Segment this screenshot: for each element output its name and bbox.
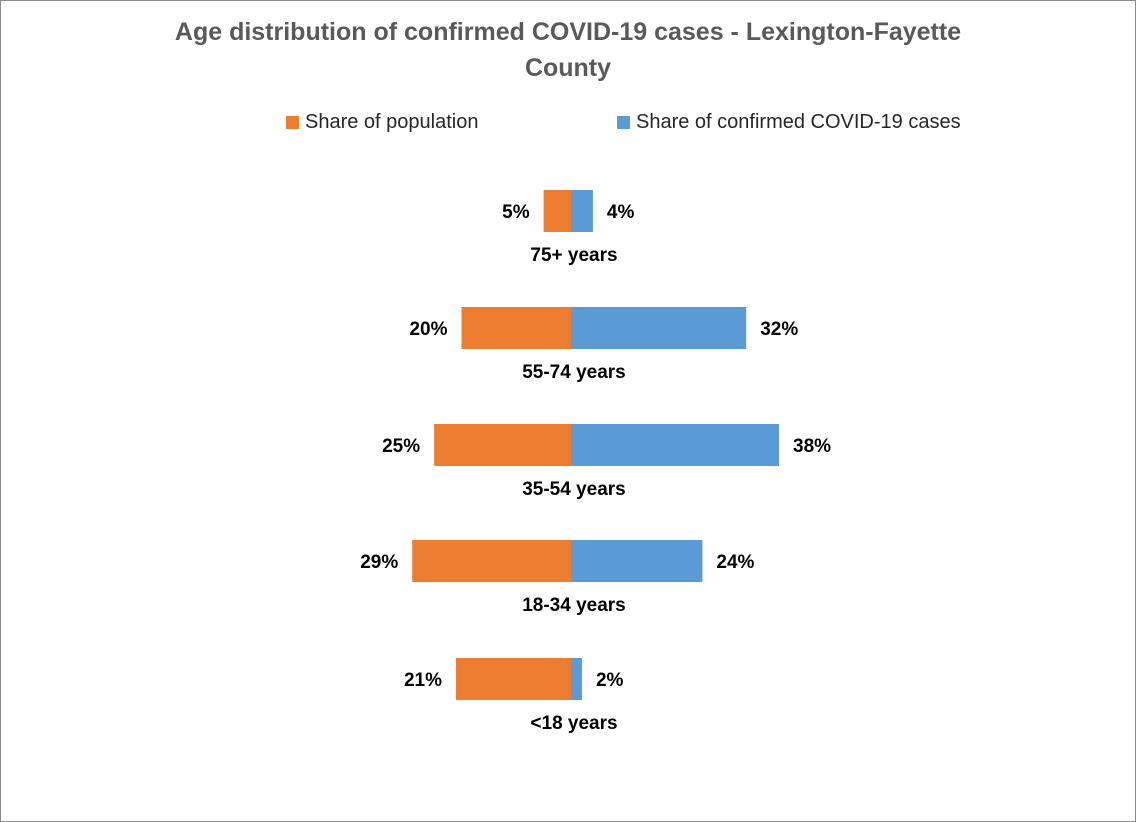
data-label-population-2: 25%: [382, 436, 420, 457]
legend-swatch-cases: [617, 115, 630, 129]
bar-population-3: [412, 540, 571, 582]
bar-cases-0: [571, 190, 593, 232]
bar-cases-2: [571, 424, 780, 466]
data-label-cases-4: 2%: [596, 670, 624, 691]
bar-population-4: [456, 658, 571, 700]
chart-title: Age distribution of confirmed COVID-19 c…: [0, 14, 1136, 86]
legend-item-cases: Share of confirmed COVID-19 cases: [617, 110, 961, 134]
category-label-1: 55-74 years: [522, 362, 626, 383]
data-label-population-4: 21%: [404, 670, 442, 691]
bar-cases-3: [571, 540, 703, 582]
data-label-cases-3: 24%: [716, 552, 754, 573]
data-label-cases-1: 32%: [760, 319, 798, 340]
data-label-cases-2: 38%: [793, 436, 831, 457]
category-label-4: <18 years: [530, 713, 617, 734]
bar-cases-1: [571, 307, 747, 349]
legend: Share of population Share of confirmed C…: [0, 110, 1136, 134]
data-label-population-1: 20%: [409, 319, 447, 340]
legend-swatch-population: [286, 115, 299, 129]
data-label-population-0: 5%: [502, 202, 530, 223]
category-label-3: 18-34 years: [522, 595, 626, 616]
bar-cases-4: [571, 658, 582, 700]
legend-item-population: Share of population: [286, 110, 478, 134]
data-label-population-3: 29%: [360, 552, 398, 573]
bar-population-2: [434, 424, 571, 466]
bar-population-0: [543, 190, 571, 232]
legend-label-population: Share of population: [305, 110, 479, 133]
bar-population-1: [461, 307, 571, 349]
chart-title-line-2: County: [524, 54, 612, 82]
category-label-2: 35-54 years: [522, 479, 626, 500]
chart-title-line-1: Age distribution of confirmed COVID-19 c…: [174, 18, 962, 46]
legend-label-cases: Share of confirmed COVID-19 cases: [636, 110, 961, 133]
category-label-0: 75+ years: [530, 245, 617, 266]
data-label-cases-0: 4%: [607, 202, 635, 223]
